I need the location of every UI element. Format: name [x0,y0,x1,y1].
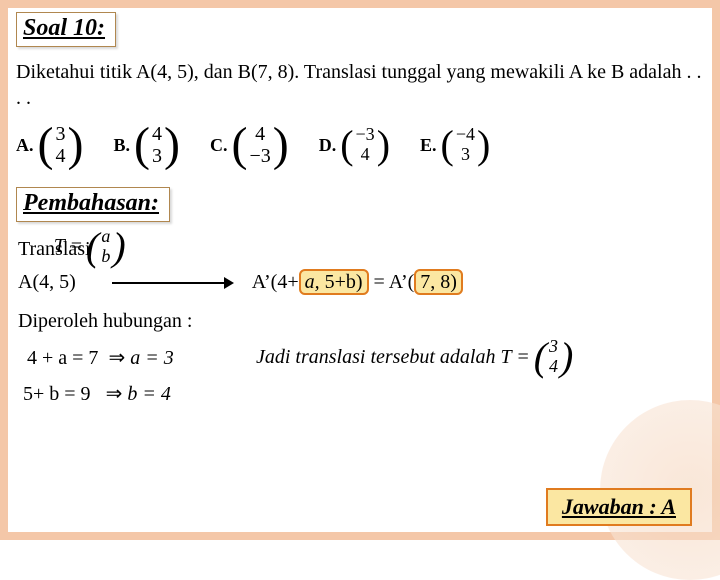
slide-content: Soal 10: Diketahui titik A(4, 5), dan B(… [0,0,720,418]
question-text: Diketahui titik A(4, 5), dan B(7, 8). Tr… [16,59,704,111]
choice-a: A. (34) [16,121,83,169]
choice-d-label: D. [319,135,337,156]
choice-b-label: B. [113,135,130,156]
choice-c-label: C. [210,135,228,156]
jawaban-box: Jawaban : A [546,488,692,526]
t-eq: T = [54,235,83,258]
eq2-row: 5+ b = 9 ⇒ b = 4 [18,381,702,406]
eq1-row: 4 + a = 7 ⇒ a = 3 Jadi translasi tersebu… [18,337,702,377]
start-point: A(4, 5) [18,271,76,294]
choice-e: E. (−43) [420,125,490,165]
arrow-icon [112,282,232,284]
diperoleh-label: Diperoleh hubungan : [18,310,702,333]
soal-heading-box: Soal 10: [16,12,116,47]
choice-a-label: A. [16,135,34,156]
choice-d: D. (−34) [319,125,390,165]
choice-b: B. (43) [113,121,179,169]
soal-heading: Soal 10: [23,15,105,41]
conclusion: Jadi translasi tersebut adalah T = (34) [256,337,573,377]
result-expr: A’(4+a, 5+b) = A’(7, 8) [252,271,463,294]
choice-c: C. (4−3) [210,121,289,169]
pembahasan-heading: Pembahasan: [23,190,159,216]
choices-row: A. (34) B. (43) C. (4−3) D. (−34) E. (−4… [16,121,704,169]
arrow-row: A(4, 5) T = (ab) A’(4+a, 5+b) = A’(7, 8) [18,271,702,294]
choice-e-label: E. [420,135,437,156]
pembahasan-heading-box: Pembahasan: [16,187,170,222]
